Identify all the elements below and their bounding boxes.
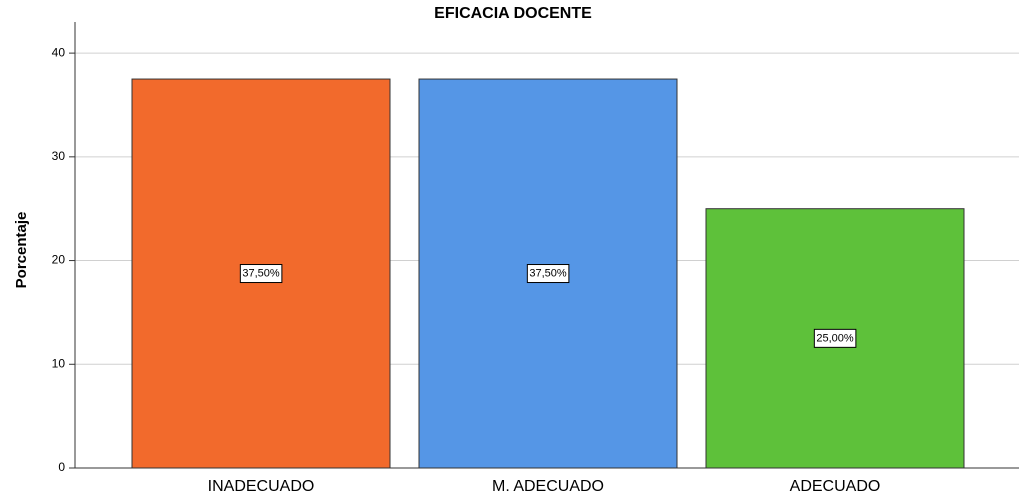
chart-title: EFICACIA DOCENTE bbox=[434, 5, 592, 22]
value-label-box bbox=[526, 264, 570, 284]
y-tick-label: 10 bbox=[52, 356, 66, 370]
value-label: 37,50% bbox=[242, 267, 280, 279]
y-tick-label: 30 bbox=[52, 149, 66, 163]
value-label-box bbox=[813, 328, 857, 348]
y-axis-label: Porcentaje bbox=[13, 212, 30, 289]
value-label: 37,50% bbox=[529, 267, 567, 279]
x-tick-label: ADECUADO bbox=[790, 478, 881, 495]
y-tick-label: 0 bbox=[58, 460, 65, 474]
value-label: 25,00% bbox=[816, 332, 854, 344]
y-tick-label: 40 bbox=[52, 45, 66, 59]
value-label-box bbox=[239, 264, 283, 284]
x-tick-label: M. ADECUADO bbox=[492, 478, 604, 495]
y-tick-label: 20 bbox=[52, 253, 66, 267]
x-tick-label: INADECUADO bbox=[208, 478, 315, 495]
